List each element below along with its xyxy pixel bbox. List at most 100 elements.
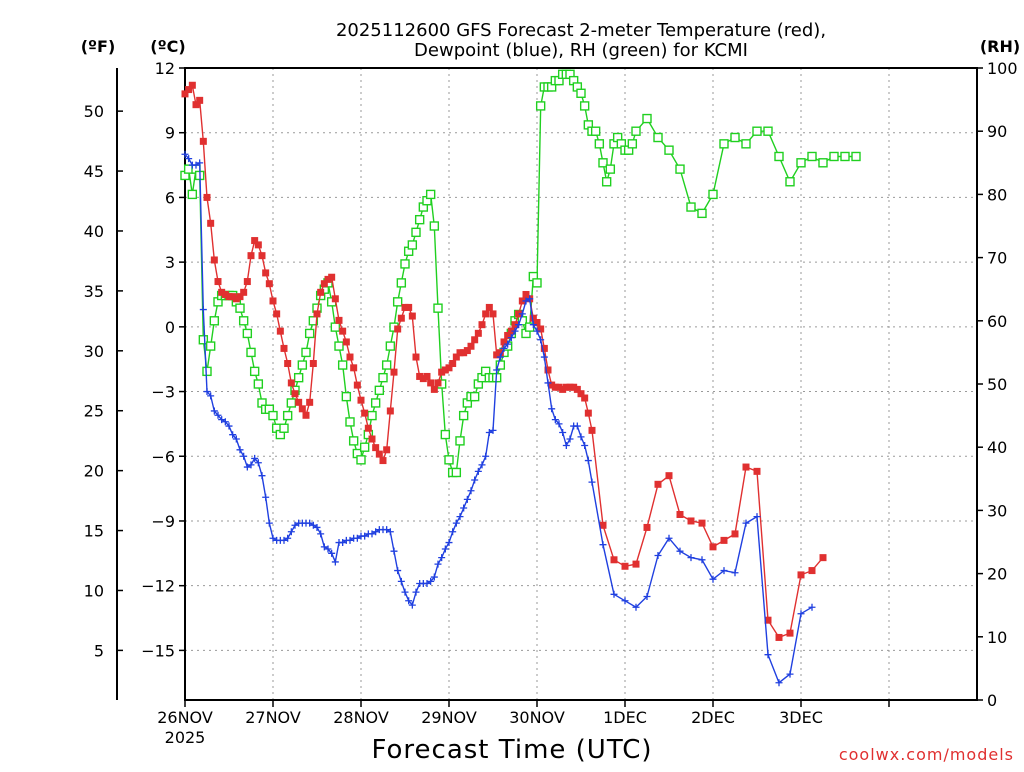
rh-tick-label: 70 <box>987 249 1007 268</box>
temperature-point <box>295 398 303 406</box>
dewpoint-point <box>808 603 816 611</box>
dewpoint-point <box>258 472 266 480</box>
dewpoint-point <box>518 310 526 318</box>
time-tick-label: 1DEC <box>603 708 647 727</box>
temperature-point <box>489 310 497 318</box>
rh-point <box>785 177 795 187</box>
dewpoint-point <box>489 426 497 434</box>
dewpoint-point <box>251 454 259 462</box>
temperature-point <box>577 390 585 398</box>
rh-point <box>198 335 209 345</box>
temperature-point <box>218 288 226 296</box>
temperature-point <box>445 364 453 372</box>
rh-point <box>444 455 454 465</box>
dewpoint-point <box>584 457 592 465</box>
rh-point <box>631 126 641 136</box>
dewpoint-point <box>390 547 398 555</box>
dewpoint-point <box>709 575 717 583</box>
temperature-point <box>214 278 222 286</box>
temperature-point <box>364 424 372 432</box>
temperature-point <box>643 523 651 531</box>
temperature-point <box>753 467 761 475</box>
temperature-point <box>808 567 816 575</box>
dewpoint-point <box>408 601 416 609</box>
rh-point <box>235 303 245 313</box>
dewpoint-point <box>328 549 336 557</box>
dewpoint-point <box>599 541 607 549</box>
dewpoint-point <box>522 297 530 305</box>
dewpoint-point <box>309 521 317 529</box>
rh-point <box>238 316 249 326</box>
rh-tick-label: 80 <box>987 185 1007 204</box>
dewpoint-point <box>265 519 273 527</box>
dewpoint-point <box>262 493 270 501</box>
temperature-point <box>471 336 479 344</box>
rh-point <box>807 151 817 162</box>
dewpoint-point <box>203 388 211 396</box>
temperature-point <box>467 342 475 350</box>
temperature-point <box>665 472 673 480</box>
rh-point <box>469 391 480 402</box>
rh-point <box>337 360 348 370</box>
temperature-point <box>434 379 442 387</box>
rh-point <box>293 372 304 383</box>
rh-point <box>279 423 289 433</box>
temperature-point <box>221 290 229 298</box>
temperature-series <box>181 81 827 641</box>
temperature-point <box>181 90 189 98</box>
dewpoint-point <box>507 334 515 342</box>
celsius-tick-label: −9 <box>151 512 175 531</box>
temperature-point <box>698 519 706 527</box>
dewpoint-point <box>632 603 640 611</box>
rh-point <box>246 347 256 358</box>
temperature-point <box>584 409 592 417</box>
dewpoint-point <box>317 530 325 538</box>
rh-point <box>411 227 421 238</box>
temperature-point <box>676 510 684 518</box>
dewpoint-point <box>537 336 545 344</box>
dewpoint-point <box>441 545 449 553</box>
dewpoint-point <box>199 306 207 314</box>
rh-point <box>576 88 586 98</box>
temperature-point <box>548 381 556 389</box>
rh-point <box>752 126 762 136</box>
dewpoint-point <box>786 670 794 678</box>
rh-point <box>829 151 839 162</box>
rh-point <box>425 189 436 200</box>
rh-point <box>374 385 385 396</box>
temperature-point <box>302 411 310 419</box>
dewpoint-point <box>287 528 295 536</box>
temperature-point <box>522 290 530 298</box>
dewpoint-point <box>218 416 226 424</box>
temperature-point <box>328 273 336 281</box>
temperature-point <box>764 616 772 624</box>
dewpoint-point <box>753 513 761 521</box>
fahrenheit-tick-label: 40 <box>84 222 104 241</box>
rh-point <box>675 164 685 174</box>
temperature-point <box>269 297 277 305</box>
rh-point <box>495 360 506 370</box>
dewpoint-point <box>339 539 347 547</box>
temperature-point <box>397 314 405 322</box>
temperature-point <box>529 314 537 322</box>
dewpoint-point <box>386 528 394 536</box>
dewpoint-point <box>533 327 541 335</box>
rh-point <box>796 158 806 168</box>
time-axis: 26NOV 27NOV 28NOV 29NOV 30NOV 1DEC 2DEC 3DEC <box>157 700 890 727</box>
temperature-point <box>786 629 794 637</box>
rh-point <box>763 126 773 136</box>
rh-point <box>686 202 696 212</box>
temperature-point <box>273 310 281 318</box>
temperature-point <box>254 241 262 249</box>
rh-point <box>535 101 546 111</box>
temperature-point <box>280 344 288 352</box>
rh-point <box>202 366 212 377</box>
temperature-point <box>401 303 409 311</box>
temperature-point <box>687 517 695 525</box>
temperature-point <box>408 312 416 320</box>
rh-series <box>180 69 861 478</box>
rh-tick-label: 50 <box>987 375 1007 394</box>
temperature-point <box>463 347 471 355</box>
dewpoint-point <box>383 526 391 534</box>
